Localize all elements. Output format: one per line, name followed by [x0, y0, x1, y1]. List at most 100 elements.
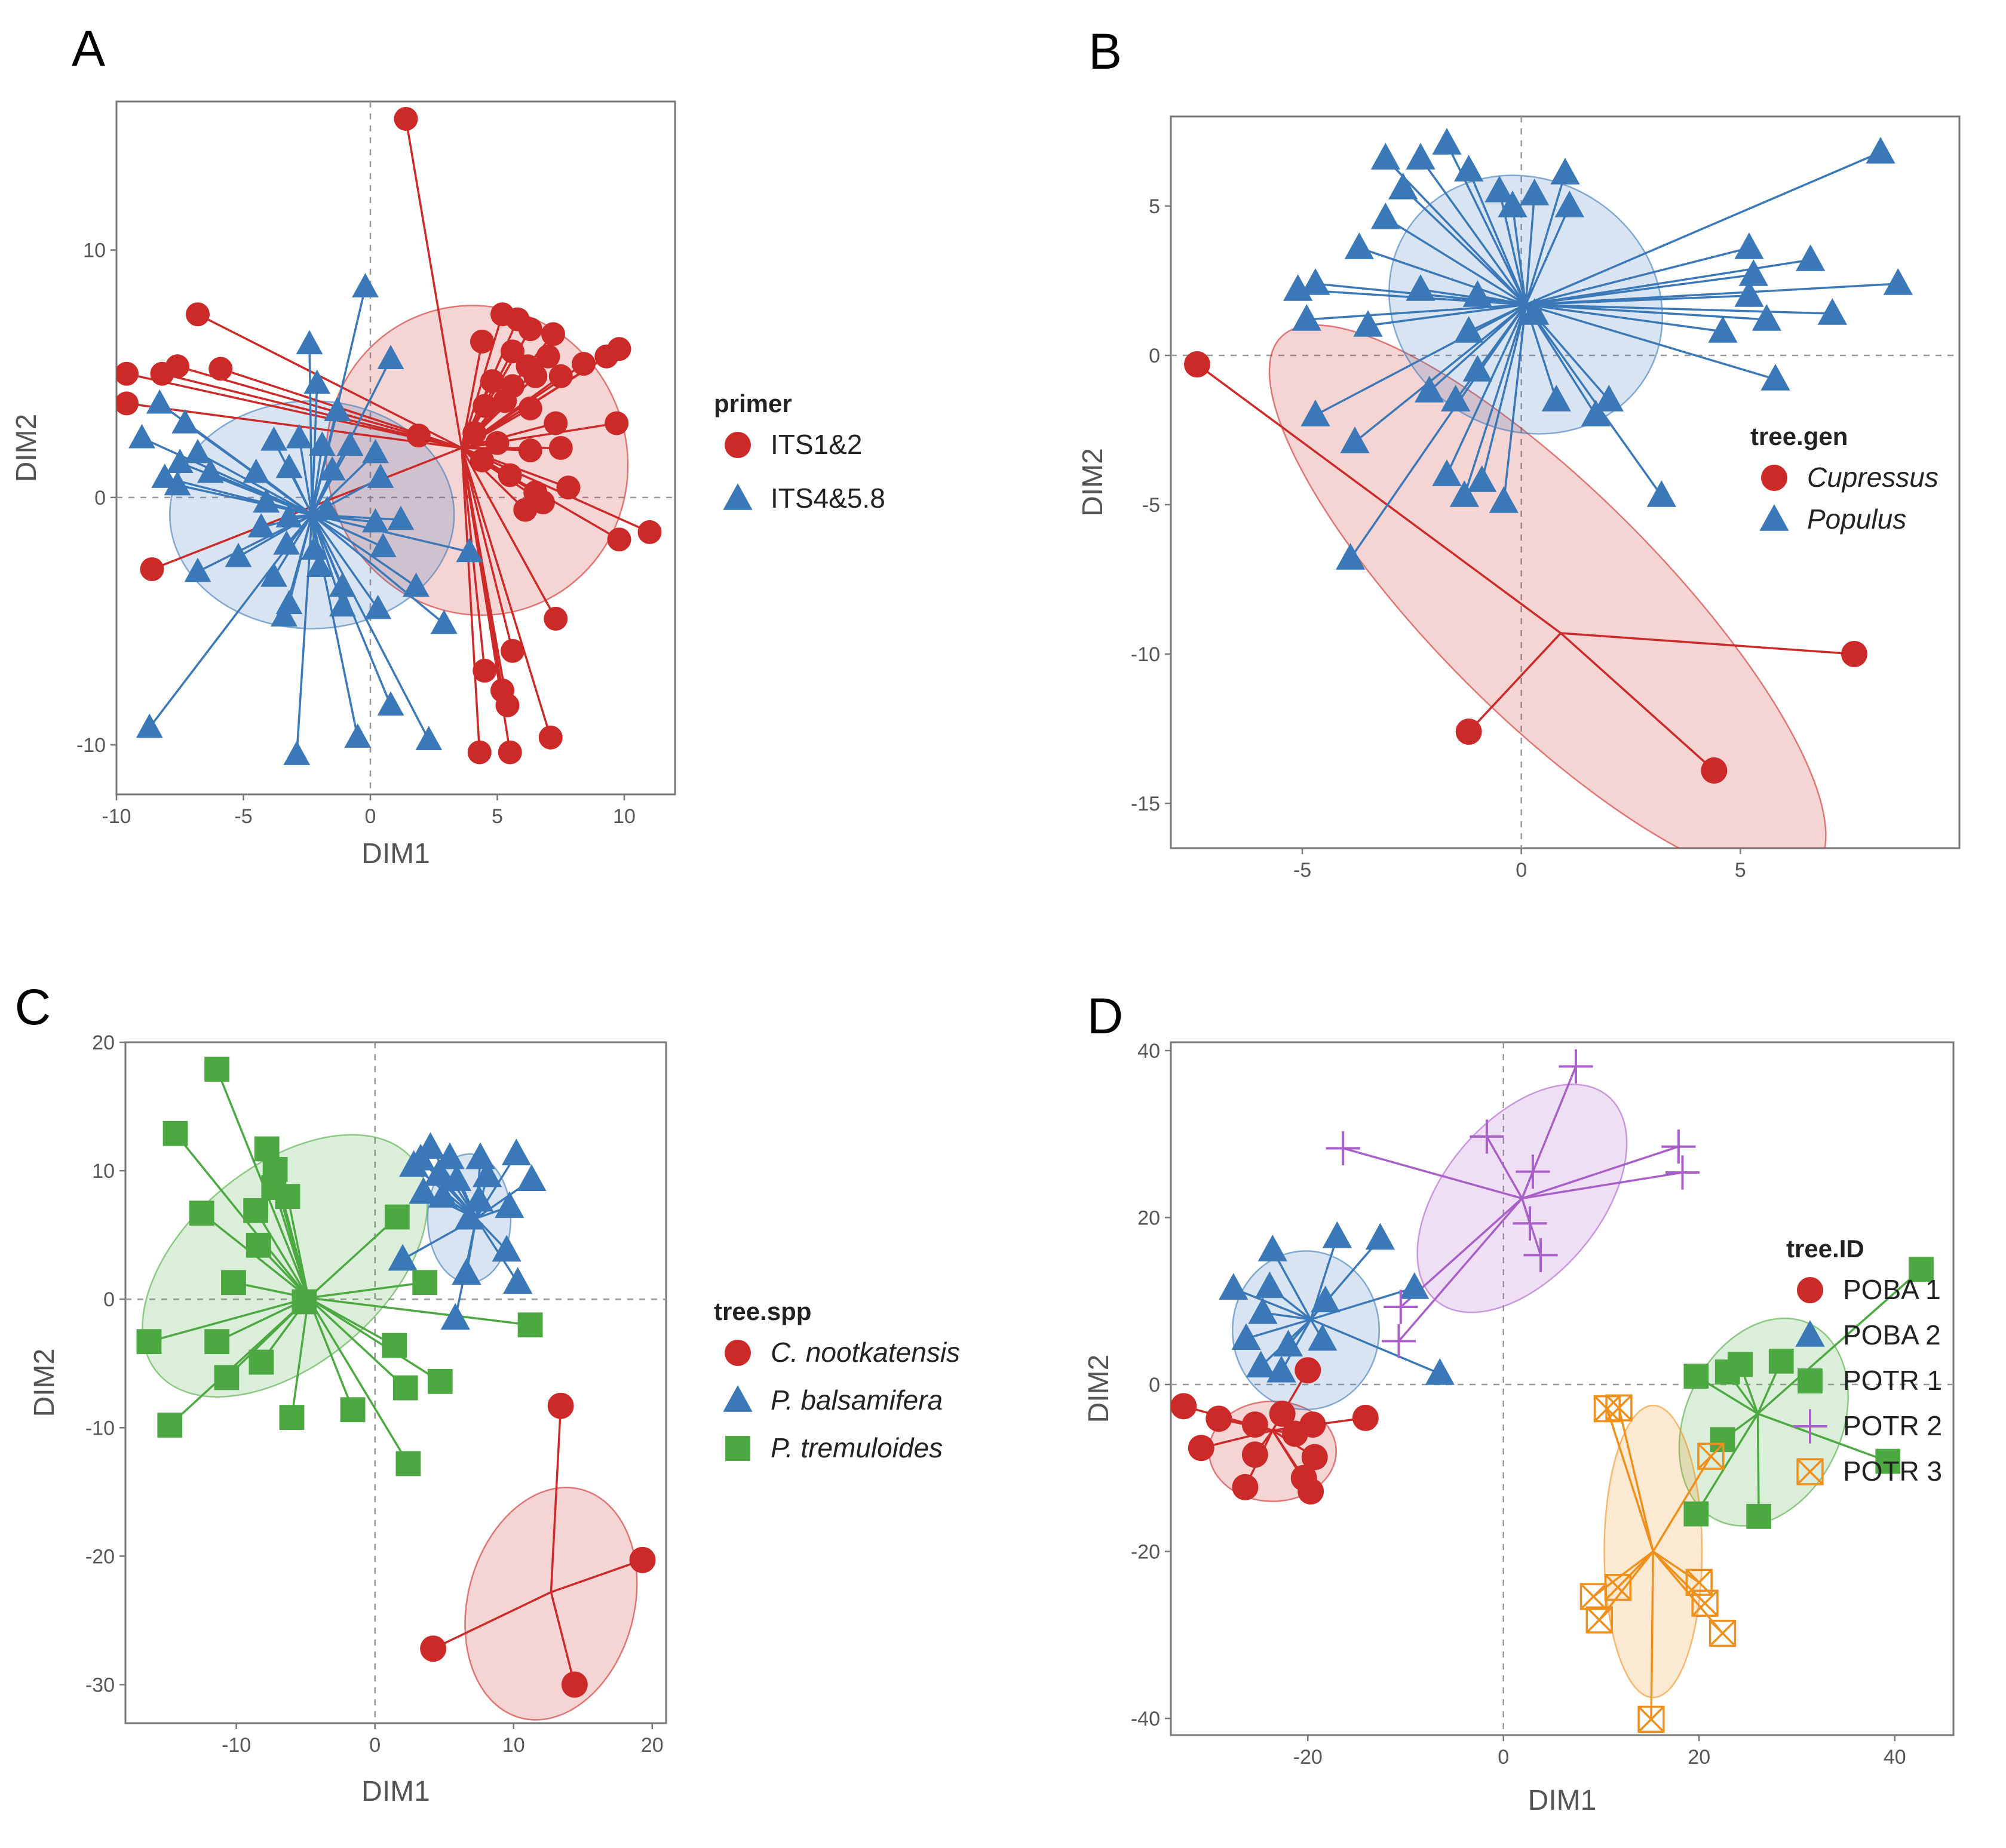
y-tick-label: 0 — [1149, 345, 1160, 367]
x-tick-label: -20 — [1293, 1746, 1323, 1769]
legend-label-p-tremuloides: P. tremuloides — [771, 1432, 943, 1463]
spoke-populus — [1315, 303, 1526, 416]
point-poba-2 — [1254, 1271, 1285, 1298]
legend-title: primer — [714, 389, 792, 418]
panel-d: D -20 0 20 40 40 20 0 -20 -40 DIM1 DIM2 tree.ID POBA … — [1083, 988, 1955, 1816]
spoke-potr-3 — [1606, 1408, 1654, 1552]
point-its1-2 — [470, 448, 494, 472]
point-populus — [1432, 459, 1462, 486]
point-its4-5-8 — [260, 426, 287, 451]
point-p-tremuloides — [279, 1405, 305, 1430]
point-its4-5-8 — [430, 609, 458, 634]
spoke-potr-2 — [1522, 1146, 1679, 1200]
x-tick-label: -5 — [1293, 859, 1311, 882]
spoke-populus — [1367, 303, 1526, 327]
panel-c: C -10 0 10 20 20 10 0 -10 -20 -30 DIM1 DIM2 tree.spp C… — [15, 979, 960, 1807]
spoke-p-tremuloides — [286, 1196, 310, 1298]
point-its1-2 — [572, 352, 596, 376]
point-populus — [1817, 298, 1847, 325]
point-populus — [1462, 355, 1492, 382]
legend-a: primer ITS1&2 ITS4&5.8 — [714, 389, 885, 514]
point-poba-2 — [1246, 1350, 1276, 1378]
legend-label-potr-2: POTR 2 — [1843, 1410, 1942, 1441]
x-tick-label: 0 — [1516, 859, 1527, 882]
point-populus — [1708, 316, 1738, 343]
x-tick-label: 10 — [502, 1734, 525, 1757]
point-its4-5-8 — [286, 423, 313, 449]
point-populus — [1388, 173, 1418, 199]
panel-b: B -5 0 5 5 0 -5 -10 -15 DIM2 tree.gen Cupressus Popu… — [1077, 23, 1961, 882]
y-axis-label: DIM2 — [1083, 1355, 1115, 1423]
legend-key-p-balsamifera — [723, 1385, 753, 1412]
point-its4-5-8 — [403, 572, 430, 597]
spoke-its4-5-8 — [197, 452, 313, 516]
spoke-poba-2 — [1310, 1287, 1415, 1321]
point-p-tremuloides — [204, 1329, 230, 1355]
point-p-balsamifera — [473, 1160, 502, 1187]
spoke-its4-5-8 — [311, 514, 379, 610]
point-populus — [1340, 426, 1370, 453]
point-its1-2 — [523, 364, 548, 388]
point-potr-3 — [1585, 1606, 1613, 1634]
point-populus — [1462, 280, 1492, 307]
point-its4-5-8 — [184, 557, 211, 582]
point-its4-5-8 — [306, 552, 333, 577]
point-poba-1 — [1352, 1404, 1379, 1431]
point-its1-2 — [544, 606, 568, 631]
point-its1-2 — [467, 740, 492, 765]
point-p-tremuloides — [275, 1184, 300, 1210]
point-potr-3 — [1593, 1395, 1621, 1423]
x-axis-label: DIM1 — [361, 838, 430, 870]
point-p-tremuloides — [382, 1333, 407, 1358]
point-its4-5-8 — [318, 456, 346, 481]
point-its4-5-8 — [377, 345, 404, 369]
panel-label-a: A — [72, 20, 105, 76]
point-its4-5-8 — [243, 458, 270, 483]
spoke-populus — [1446, 143, 1527, 305]
spoke-populus — [1502, 304, 1527, 502]
point-p-balsamifera — [492, 1235, 522, 1262]
point-its1-2 — [501, 638, 524, 663]
point-p-balsamifera — [517, 1164, 547, 1191]
spoke-populus — [1525, 303, 1776, 380]
spoke-populus — [1525, 247, 1750, 306]
point-cupressus — [1841, 641, 1867, 667]
point-populus — [1498, 191, 1527, 217]
spoke-populus — [1525, 259, 1811, 306]
point-its1-2 — [637, 520, 662, 544]
point-poba-1 — [1241, 1411, 1268, 1438]
spoke-p-tremuloides — [308, 1297, 441, 1383]
point-populus — [1406, 274, 1436, 301]
point-its1-2 — [556, 475, 581, 500]
point-populus — [1467, 465, 1497, 492]
point-its4-5-8 — [329, 592, 356, 617]
legend-key-its4-5-8 — [723, 483, 753, 510]
point-its4-5-8 — [166, 449, 194, 473]
spoke-cupressus — [1560, 632, 1855, 655]
point-its4-5-8 — [128, 423, 155, 449]
point-p-tremuloides — [243, 1198, 269, 1223]
point-p-tremuloides — [412, 1270, 438, 1296]
legend-key-p-tremuloides — [725, 1436, 750, 1461]
point-populus — [1484, 176, 1514, 202]
point-potr-1 — [1728, 1352, 1753, 1377]
point-potr-1 — [1683, 1364, 1709, 1389]
spoke-cupressus — [1560, 632, 1715, 772]
spoke-its4-5-8 — [311, 514, 445, 625]
point-its4-5-8 — [329, 572, 356, 597]
point-populus — [1283, 274, 1313, 301]
y-tick-label: -10 — [76, 734, 106, 757]
point-its1-2 — [485, 431, 510, 455]
spoke-populus — [1349, 304, 1527, 559]
point-poba-2 — [1231, 1323, 1261, 1350]
point-potr-2 — [1665, 1155, 1700, 1190]
point-its1-2 — [536, 344, 560, 369]
point-its4-5-8 — [336, 431, 364, 456]
point-populus — [1734, 280, 1764, 307]
legend-label-its4-5-8: ITS4&5.8 — [771, 483, 885, 514]
point-its4-5-8 — [456, 538, 483, 563]
point-populus — [1883, 268, 1913, 295]
spoke-populus — [1446, 304, 1527, 475]
point-potr-2 — [1661, 1129, 1696, 1164]
point-populus — [1454, 155, 1484, 182]
